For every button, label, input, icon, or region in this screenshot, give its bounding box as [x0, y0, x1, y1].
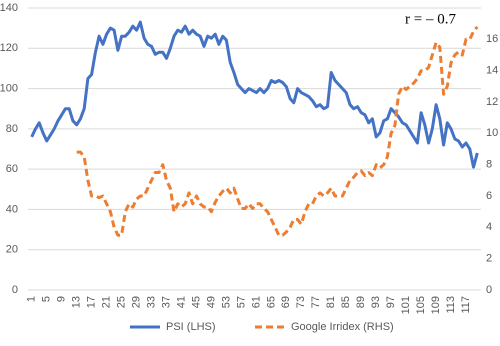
x-tick-label: 97	[385, 296, 397, 308]
y2-tick-label: 10	[486, 127, 498, 139]
x-tick-label: 89	[355, 296, 367, 308]
y-tick-label: 120	[0, 42, 18, 54]
x-tick-label: 105	[415, 296, 427, 314]
x-tick-label: 101	[400, 296, 412, 314]
x-tick-label: 9	[56, 296, 68, 302]
x-tick-label: 85	[340, 296, 352, 308]
x-tick-label: 113	[445, 296, 457, 314]
y2-tick-label: 4	[486, 221, 492, 233]
x-tick-label: 57	[235, 296, 247, 308]
x-tick-label: 33	[145, 296, 157, 308]
x-tick-label: 1	[26, 296, 38, 302]
y-tick-label: 40	[6, 203, 18, 215]
y2-tick-label: 2	[486, 253, 492, 265]
x-tick-label: 61	[250, 296, 262, 308]
x-tick-label: 69	[280, 296, 292, 308]
y2-tick-label: 0	[486, 284, 492, 296]
y2-tick-label: 16	[486, 33, 498, 45]
x-tick-label: 65	[265, 296, 277, 308]
x-tick-label: 21	[101, 296, 113, 308]
legend-label: Google Irridex (RHS)	[291, 321, 394, 333]
x-tick-label: 45	[190, 296, 202, 308]
x-tick-label: 73	[295, 296, 307, 308]
x-tick-label: 77	[310, 296, 322, 308]
x-tick-label: 53	[220, 296, 232, 308]
y2-tick-label: 12	[486, 96, 498, 108]
y-tick-label: 0	[12, 284, 18, 296]
annotation: r = – 0.7	[405, 11, 456, 27]
y-tick-label: 20	[6, 244, 18, 256]
y-tick-label: 100	[0, 82, 18, 94]
x-tick-label: 49	[205, 296, 217, 308]
x-tick-label: 109	[430, 296, 442, 314]
x-tick-label: 25	[116, 296, 128, 308]
legend-label: PSI (LHS)	[166, 321, 216, 333]
x-tick-label: 81	[325, 296, 337, 308]
x-tick-label: 93	[370, 296, 382, 308]
y2-tick-label: 14	[486, 65, 498, 77]
y-tick-label: 60	[6, 163, 18, 175]
x-tick-label: 29	[130, 296, 142, 308]
x-tick-label: 117	[460, 296, 472, 314]
x-tick-label: 17	[86, 296, 98, 308]
x-tick-label: 37	[160, 296, 172, 308]
y-tick-label: 80	[6, 123, 18, 135]
x-tick-label: 5	[41, 296, 53, 302]
y-tick-label: 140	[0, 2, 18, 14]
y2-tick-label: 8	[486, 159, 492, 171]
x-tick-label: 13	[71, 296, 83, 308]
series-line	[30, 20, 479, 169]
series-line	[76, 25, 479, 237]
x-tick-label: 41	[175, 296, 187, 308]
y2-tick-label: 6	[486, 190, 492, 202]
